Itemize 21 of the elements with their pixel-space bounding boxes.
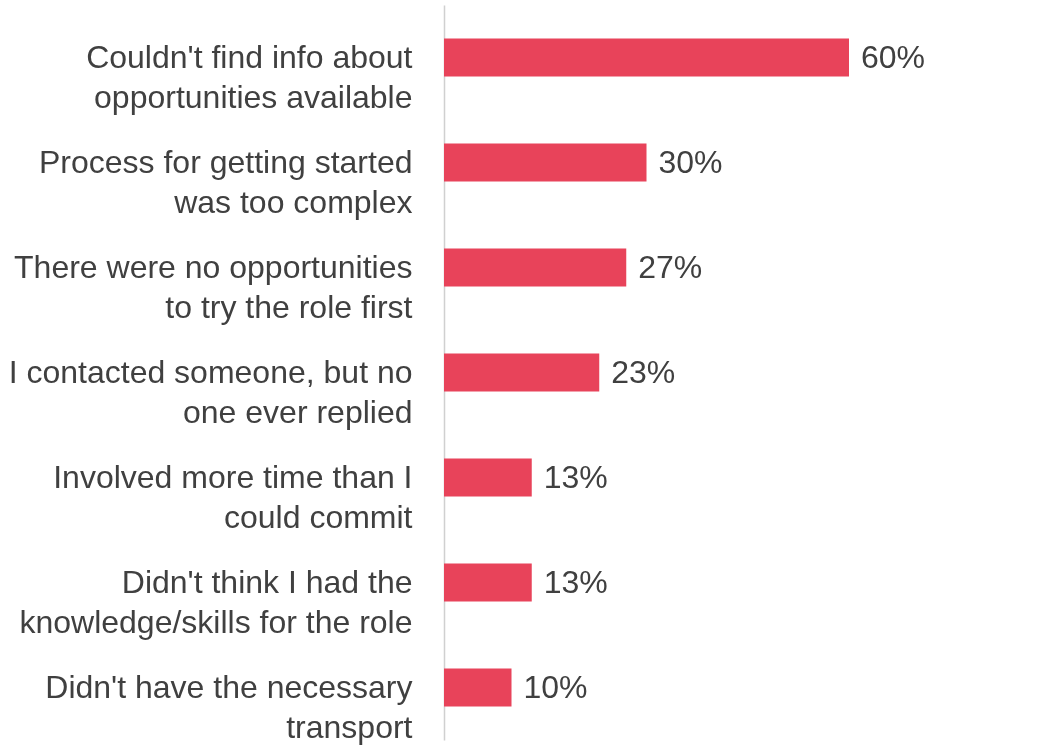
y-tick-label: Process for getting started was too complex — [38, 143, 413, 220]
data-label: 60% — [861, 38, 926, 75]
y-tick-label: Couldn't find info about opportunities available — [86, 38, 413, 115]
bar — [444, 38, 849, 77]
data-label: 13% — [543, 458, 608, 495]
data-label: 13% — [543, 563, 608, 600]
bar — [444, 668, 512, 707]
y-tick-label: Didn't think I had the knowledge/skills for the role — [19, 563, 413, 640]
bar — [444, 143, 647, 182]
y-tick-label: Didn't have the necessary transport — [45, 668, 413, 745]
data-label: 23% — [611, 353, 676, 390]
y-tick-label: Involved more time than I could commit — [53, 458, 413, 535]
bar — [444, 458, 532, 497]
data-label: 27% — [638, 248, 703, 285]
y-tick-label: I contacted someone, but no one ever replied — [8, 353, 413, 430]
bar — [444, 563, 532, 602]
y-tick-label: There were no opportunities to try the role first — [14, 248, 413, 325]
bar — [444, 248, 627, 287]
bar — [444, 353, 600, 392]
data-label: 30% — [658, 143, 723, 180]
data-label: 10% — [523, 668, 588, 705]
